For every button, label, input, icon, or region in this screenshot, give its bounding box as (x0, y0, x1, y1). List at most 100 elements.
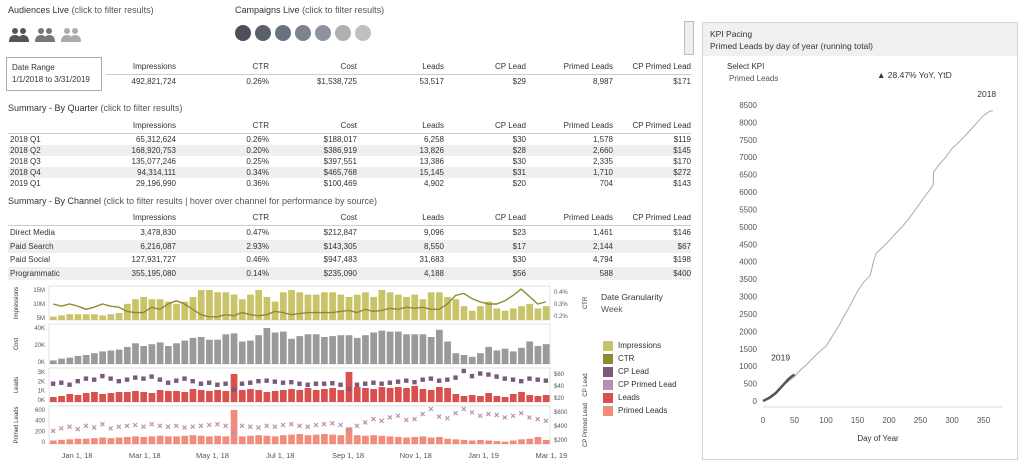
legend-item[interactable]: CTR (603, 352, 677, 365)
bar[interactable] (140, 436, 148, 444)
cp-lead-marker[interactable] (108, 376, 113, 381)
ctr-line[interactable] (52, 288, 547, 318)
campaign-filter-dots[interactable] (235, 25, 371, 41)
cp-primed-lead-marker[interactable] (461, 406, 467, 412)
cp-lead-marker[interactable] (494, 374, 499, 379)
cp-primed-lead-marker[interactable] (502, 414, 508, 420)
bar[interactable] (107, 314, 115, 320)
bar[interactable] (304, 388, 312, 402)
bar[interactable] (321, 337, 328, 364)
bar[interactable] (312, 334, 320, 364)
cp-primed-lead-marker[interactable] (338, 422, 343, 428)
bar[interactable] (329, 434, 336, 444)
bar[interactable] (394, 436, 402, 444)
cp-primed-lead-marker[interactable] (247, 424, 253, 430)
bar[interactable] (164, 436, 172, 444)
bar[interactable] (132, 391, 139, 402)
bar[interactable] (222, 292, 230, 320)
bar[interactable] (370, 435, 378, 444)
kpi-pacing-chart[interactable]: 0500100015002000250030003500400045005000… (703, 83, 1017, 459)
cp-lead-marker[interactable] (461, 368, 466, 374)
cp-lead-marker[interactable] (124, 377, 130, 382)
bar[interactable] (312, 294, 320, 320)
series-line-2019[interactable] (762, 373, 796, 403)
bar[interactable] (386, 388, 394, 402)
bar[interactable] (460, 439, 468, 444)
bar[interactable] (230, 410, 238, 444)
cp-lead-marker[interactable] (543, 378, 549, 383)
bar[interactable] (263, 435, 271, 444)
cp-primed-lead-marker[interactable] (297, 423, 302, 429)
legend-item[interactable]: CP Primed Lead (603, 378, 677, 391)
bar[interactable] (164, 391, 172, 402)
cp-primed-lead-marker[interactable] (198, 423, 204, 429)
scrollbar[interactable] (684, 21, 694, 55)
cp-primed-lead-marker[interactable] (157, 423, 163, 429)
bar[interactable] (518, 347, 525, 364)
bar[interactable] (115, 392, 123, 402)
bar[interactable] (197, 337, 205, 364)
bar[interactable] (164, 301, 172, 320)
bar[interactable] (181, 392, 189, 402)
bar[interactable] (526, 395, 534, 402)
bar[interactable] (255, 390, 263, 402)
bar[interactable] (99, 394, 106, 402)
bar[interactable] (312, 434, 320, 444)
bar[interactable] (123, 436, 131, 444)
cp-primed-lead-marker[interactable] (527, 414, 532, 420)
cp-primed-lead-marker[interactable] (518, 410, 524, 416)
bar[interactable] (370, 389, 378, 402)
cp-primed-lead-marker[interactable] (149, 421, 155, 427)
bar[interactable] (156, 390, 164, 402)
cp-lead-marker[interactable] (346, 386, 351, 392)
cp-primed-lead-marker[interactable] (321, 421, 327, 427)
bar[interactable] (123, 392, 131, 402)
cp-primed-lead-marker[interactable] (58, 425, 64, 431)
bar[interactable] (247, 340, 254, 364)
bar[interactable] (66, 357, 74, 364)
bar[interactable] (509, 351, 517, 364)
bar[interactable] (493, 441, 501, 444)
bar[interactable] (534, 346, 542, 364)
cp-lead-marker[interactable] (215, 382, 220, 387)
cp-primed-lead-marker[interactable] (173, 423, 179, 429)
bar[interactable] (493, 350, 501, 365)
cp-primed-lead-marker[interactable] (494, 412, 500, 418)
bar[interactable] (370, 332, 378, 365)
cp-primed-lead-marker[interactable] (453, 410, 458, 416)
cp-lead-marker[interactable] (264, 378, 269, 383)
bar[interactable] (477, 306, 484, 320)
bar[interactable] (74, 395, 82, 402)
cp-lead-marker[interactable] (59, 380, 64, 385)
bar[interactable] (477, 439, 484, 444)
bar[interactable] (107, 438, 115, 444)
bar[interactable] (518, 439, 525, 444)
bar[interactable] (279, 292, 287, 320)
bar[interactable] (222, 334, 230, 364)
bar[interactable] (115, 437, 123, 444)
bar[interactable] (255, 335, 263, 364)
cp-lead-marker[interactable] (379, 381, 384, 386)
bar[interactable] (378, 290, 386, 320)
cp-primed-lead-marker[interactable] (379, 418, 385, 424)
bar[interactable] (230, 333, 238, 364)
bar[interactable] (82, 314, 90, 320)
cp-primed-lead-marker[interactable] (362, 420, 368, 425)
bar[interactable] (444, 296, 451, 320)
bar[interactable] (444, 341, 451, 365)
bar[interactable] (115, 349, 123, 364)
bar[interactable] (230, 294, 238, 320)
bar[interactable] (542, 306, 550, 320)
bar[interactable] (173, 436, 180, 444)
bar[interactable] (444, 388, 451, 402)
bar[interactable] (197, 290, 205, 320)
bar[interactable] (411, 436, 419, 444)
cp-lead-marker[interactable] (469, 373, 475, 379)
bar[interactable] (542, 439, 550, 444)
bar[interactable] (378, 330, 386, 364)
bar[interactable] (329, 388, 336, 402)
kpi-select[interactable]: Select KPI Primed Leads (727, 61, 778, 85)
quarter-table[interactable]: Impressions CTR Cost Leads CP Lead Primed Lea… (8, 121, 691, 189)
bar[interactable] (247, 389, 254, 402)
cp-lead-marker[interactable] (165, 380, 171, 385)
